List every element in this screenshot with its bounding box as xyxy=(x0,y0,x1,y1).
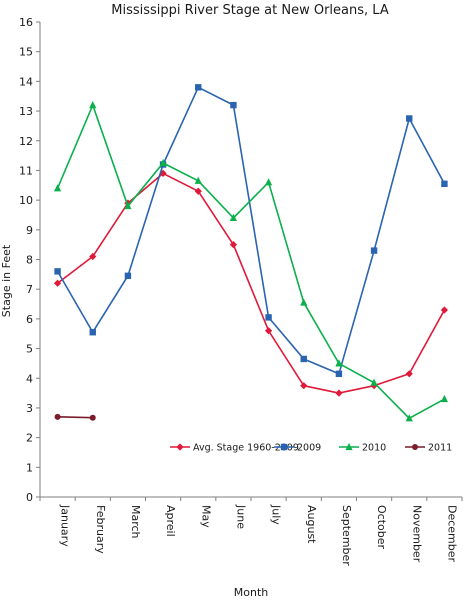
data-point xyxy=(124,272,132,280)
data-point xyxy=(89,414,96,421)
data-point xyxy=(405,370,413,378)
data-point xyxy=(440,306,449,314)
series-line xyxy=(57,416,93,419)
series-avg-stage-1960-2009 xyxy=(53,169,449,397)
legend-item: 2010 xyxy=(339,443,386,454)
data-point xyxy=(89,101,97,109)
legend-label: 2010 xyxy=(362,443,386,454)
series-2011 xyxy=(54,413,96,421)
y-tick-label: 2 xyxy=(26,432,33,445)
y-tick-label: 7 xyxy=(26,283,33,296)
x-tick-label: Apreil xyxy=(164,505,177,537)
data-point xyxy=(229,213,238,222)
x-tick-label: June xyxy=(234,504,247,529)
legend-label: Avg. Stage 1960-2009 xyxy=(193,443,299,454)
data-point xyxy=(370,247,378,254)
data-point xyxy=(89,329,96,336)
x-tick-label: January xyxy=(59,504,72,547)
data-point xyxy=(405,414,413,422)
legend-label: 2009 xyxy=(297,443,321,454)
y-tick-label: 9 xyxy=(26,224,33,237)
y-tick-label: 10 xyxy=(19,194,33,207)
data-point xyxy=(300,298,308,306)
legend-item: 2011 xyxy=(405,443,452,454)
data-point xyxy=(54,268,61,275)
data-point xyxy=(335,359,343,367)
x-tick-label: October xyxy=(375,505,388,549)
data-point xyxy=(194,187,202,195)
series-line xyxy=(56,86,446,375)
data-point xyxy=(159,158,167,167)
y-tick-label: 4 xyxy=(26,372,33,385)
legend-marker xyxy=(412,444,418,450)
chart-title: Mississippi River Stage at New Orleans, … xyxy=(111,3,389,18)
x-tick-label: November xyxy=(410,505,423,563)
data-point xyxy=(265,314,272,321)
data-point xyxy=(441,180,448,187)
legend-label: 2011 xyxy=(428,443,452,454)
y-tick-label: 16 xyxy=(19,16,33,29)
x-tick-label: August xyxy=(305,505,318,544)
legend-marker xyxy=(176,443,184,451)
data-point xyxy=(440,394,449,403)
y-tick-label: 13 xyxy=(19,105,33,118)
data-point xyxy=(195,84,202,91)
y-tick-label: 6 xyxy=(26,313,33,326)
series-line xyxy=(57,172,446,394)
data-point xyxy=(230,101,237,109)
y-tick-label: 5 xyxy=(26,343,33,356)
data-point xyxy=(300,355,307,363)
legend-marker xyxy=(345,442,353,451)
series-2009 xyxy=(54,84,448,377)
legend-item: 2009 xyxy=(274,443,321,454)
data-point xyxy=(264,327,273,335)
legend-item: Avg. Stage 1960-2009 xyxy=(170,443,299,454)
series-layer xyxy=(53,84,449,422)
data-point xyxy=(335,389,343,397)
x-tick-label: May xyxy=(199,505,212,528)
data-point xyxy=(370,378,378,386)
y-tick-label: 11 xyxy=(19,164,33,177)
data-point xyxy=(264,178,273,186)
data-point xyxy=(300,382,308,390)
data-point xyxy=(406,115,413,122)
data-point xyxy=(194,176,202,184)
data-point xyxy=(89,252,97,261)
x-axis-label: Month xyxy=(234,586,269,599)
y-tick-label: 15 xyxy=(19,46,33,59)
y-tick-label: 12 xyxy=(19,135,33,148)
x-tick-label: July xyxy=(270,504,283,525)
x-tick-label: February xyxy=(94,505,107,554)
series-line xyxy=(56,104,445,420)
data-point xyxy=(335,370,343,377)
legend-marker xyxy=(280,443,288,451)
x-tick-label: March xyxy=(129,505,142,539)
data-point xyxy=(124,201,132,210)
x-tick-label: September xyxy=(340,505,353,566)
y-tick-label: 14 xyxy=(19,75,33,88)
series-2010 xyxy=(53,101,449,422)
y-tick-label: 0 xyxy=(26,491,33,504)
data-point xyxy=(54,413,61,420)
data-point xyxy=(53,184,62,192)
data-point xyxy=(53,279,62,287)
y-tick-label: 1 xyxy=(26,461,33,474)
y-axis-label: Stage in Feet xyxy=(0,244,13,317)
y-tick-label: 8 xyxy=(26,254,33,267)
y-tick-label: 3 xyxy=(26,402,33,415)
x-tick-label: December xyxy=(445,505,458,563)
data-point xyxy=(229,241,238,249)
